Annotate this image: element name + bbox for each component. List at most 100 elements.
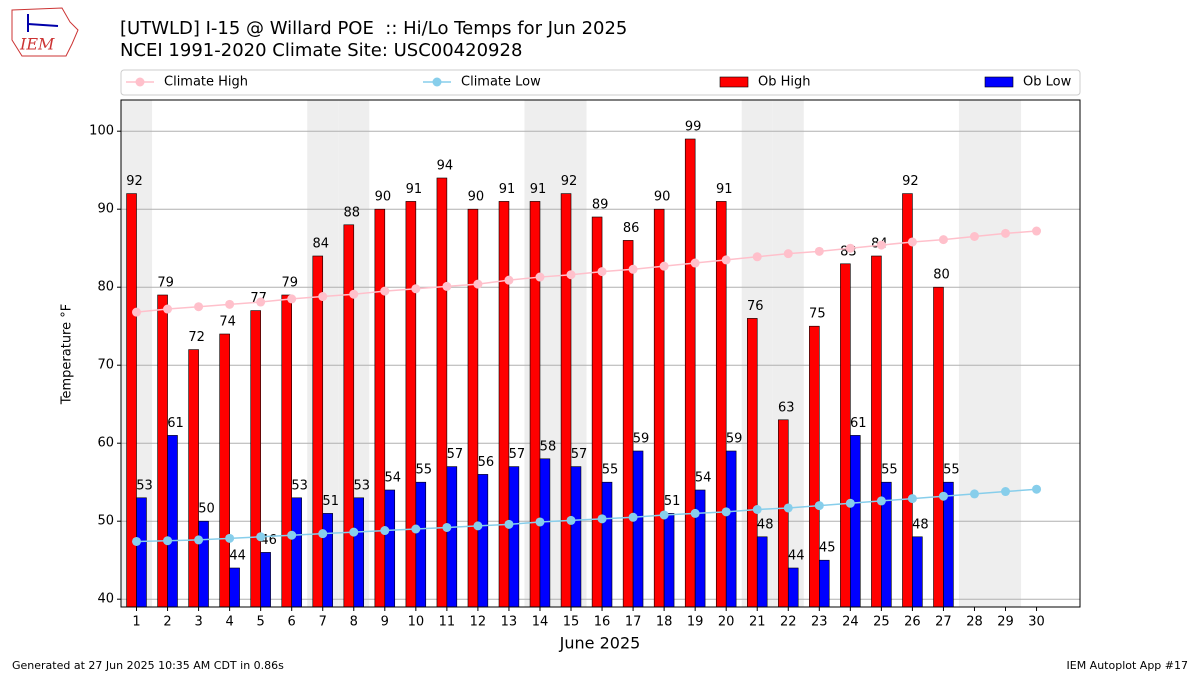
bar [167,435,178,608]
line-marker [1001,487,1011,497]
line-marker [132,307,142,317]
x-tick-label: 4 [225,615,233,630]
bar [136,497,147,608]
line-marker [783,503,793,513]
line-marker [287,530,297,540]
weekend-shade [958,100,990,607]
data-label: 48 [912,517,929,532]
line-marker [566,270,576,280]
x-tick-label: 6 [288,615,296,630]
x-tick-label: 15 [563,615,580,630]
line-marker [132,536,142,546]
line-marker [225,299,235,309]
x-tick-label: 1 [132,615,140,630]
line-marker [256,532,266,542]
line-marker [349,289,359,299]
line-marker [535,517,545,527]
bar [622,240,634,608]
legend-marker [432,77,442,87]
bar [343,224,355,608]
data-label: 92 [902,174,919,189]
data-label: 74 [219,315,236,330]
x-tick-label: 5 [257,615,265,630]
line-marker [473,279,483,289]
x-tick-label: 28 [966,615,983,630]
data-label: 50 [198,502,215,517]
data-label: 72 [188,330,205,345]
data-label: 44 [788,549,805,564]
line-marker [442,522,452,532]
legend-label: Climate Low [461,75,541,90]
data-label: 99 [685,120,702,135]
data-label: 90 [654,190,671,205]
line-marker [659,261,669,271]
bar [663,513,675,608]
bar [477,474,489,608]
x-tick-label: 13 [501,615,518,630]
data-label: 53 [136,478,153,493]
legend-label: Ob Low [1023,75,1072,90]
line-marker [256,297,266,307]
data-label: 55 [416,463,433,478]
line-marker [380,286,390,296]
bar [467,208,479,608]
bar [632,450,644,608]
line-marker [535,272,545,282]
x-tick-label: 18 [656,615,673,630]
x-tick-label: 20 [718,615,735,630]
legend-label: Ob High [758,75,811,90]
data-label: 84 [312,237,329,252]
x-tick-label: 24 [842,615,859,630]
bar [229,567,240,608]
x-tick-label: 16 [594,615,611,630]
line-marker [318,292,328,302]
legend-swatch [719,76,749,88]
bar [902,193,913,608]
data-label: 45 [819,541,836,556]
y-tick-label: 70 [97,358,114,373]
line-marker [690,258,700,268]
line-marker [1032,484,1042,494]
line-marker [907,494,917,504]
data-label: 76 [747,299,764,314]
line-marker [163,536,173,546]
data-label: 92 [561,174,578,189]
line-marker [969,232,979,241]
line-marker [411,284,421,294]
bar [840,263,851,608]
line-marker [163,304,173,314]
line-marker [473,521,483,531]
y-tick-label: 100 [89,124,114,139]
bar [746,318,758,608]
x-tick-label: 8 [350,615,358,630]
line-marker [659,510,669,520]
line-marker [752,505,762,514]
x-tick-label: 14 [532,615,549,630]
footer-left: Generated at 27 Jun 2025 10:35 AM CDT in… [12,659,284,672]
x-tick-label: 7 [319,615,327,630]
bar [809,325,820,608]
data-label: 79 [281,276,298,291]
data-label: 61 [167,416,184,431]
bar [850,435,861,608]
line [136,488,1037,543]
y-tick-label: 40 [97,592,114,607]
x-tick-label: 10 [408,615,425,630]
x-axis-label: June 2025 [559,634,641,653]
line-marker [194,302,204,312]
data-label: 55 [943,463,960,478]
line-marker [876,496,886,506]
bar [353,497,364,608]
data-label: 48 [757,517,774,532]
data-label: 54 [695,471,712,486]
data-label: 44 [229,549,246,564]
bar [943,481,954,608]
data-label: 89 [592,198,609,213]
chart-title: [UTWLD] I-15 @ Willard POE :: Hi/Lo Temp… [120,18,627,39]
bar [405,201,417,608]
x-tick-label: 12 [470,615,487,630]
bar [384,489,396,608]
weekend-shade [989,100,1022,607]
x-tick-label: 23 [811,615,828,630]
data-label: 55 [602,463,619,478]
